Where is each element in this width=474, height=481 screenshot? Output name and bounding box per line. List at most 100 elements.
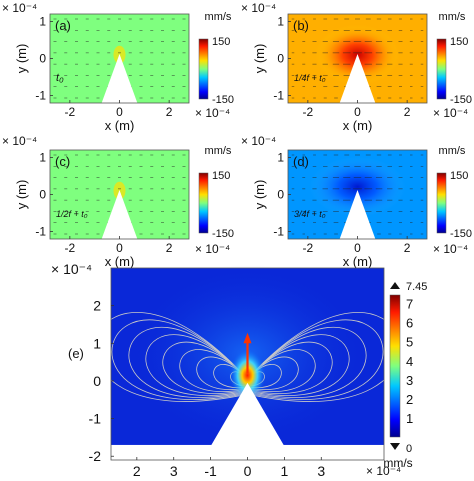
y-tick-label: 0 [39, 188, 46, 202]
colorbar-tick-label: 5 [406, 335, 413, 350]
x-axis-label: x (m) [343, 118, 373, 133]
y-exponent: × 10⁻⁴ [241, 1, 276, 15]
y-tick-label: 0 [93, 373, 101, 389]
y-tick-label: -1 [89, 411, 102, 427]
x-tick-label: 2 [166, 105, 173, 119]
streamline [247, 349, 316, 392]
colorbar-tick-label: -150 [450, 228, 472, 240]
x-tick-label: 0 [244, 463, 252, 479]
colorbar-tick-label: 150 [212, 170, 230, 182]
colorbar [389, 294, 401, 438]
colorbar-unit: mm/s [383, 456, 412, 470]
colorbar-min-label: 0 [406, 443, 412, 455]
x-axis-label: x (m) [105, 118, 135, 133]
colorbar-tick-label: 4 [406, 354, 413, 369]
time-label: 3/4f + t₀ [294, 209, 326, 219]
x-exponent: × 10⁻⁴ [433, 242, 468, 256]
hot-spot [229, 349, 266, 402]
x-tick-label: 0 [354, 241, 361, 255]
x-exponent: × 10⁻⁴ [433, 106, 468, 120]
y-axis-label: y (m) [14, 44, 29, 74]
panel-c: -2 0 2 1 0 -1 x (m) y (m) × 10⁻⁴ × 10⁻⁴ (c) 1/2f + … [2, 134, 234, 269]
colorbar-unit: mm/s [439, 11, 466, 23]
x-tick-label: 3 [317, 463, 325, 479]
colorbar-unit: mm/s [205, 145, 232, 157]
colorbar-unit: mm/s [205, 11, 232, 23]
time-label: 1/4f + t₀ [294, 73, 326, 83]
streamline [179, 349, 248, 392]
time-label: 1/2f + t₀ [56, 209, 88, 219]
y-exponent: × 10⁻⁴ [2, 1, 37, 15]
tip-shape [339, 54, 376, 103]
streamline [111, 312, 248, 402]
jet-arrowhead [243, 332, 252, 344]
x-exponent: × 10⁻⁴ [366, 464, 401, 478]
x-axis-label: x (m) [343, 254, 373, 269]
colorbar-tick-label: 150 [450, 170, 468, 182]
y-tick-label: -1 [35, 89, 46, 103]
y-tick-label: 1 [277, 150, 284, 164]
tip-shape [101, 54, 138, 103]
streamline [247, 312, 384, 402]
y-tick-label: 0 [277, 52, 284, 66]
colorbar-tick-label: 150 [450, 36, 468, 48]
x-tick-label: -2 [303, 105, 314, 119]
min-triangle [390, 443, 400, 450]
y-exponent: × 10⁻⁴ [241, 134, 276, 148]
colorbar-tick-label: 1 [406, 411, 413, 426]
colorbar-tick-label: 3 [406, 373, 413, 388]
x-tick-label: -2 [303, 241, 314, 255]
y-tick-label: 0 [39, 52, 46, 66]
panel-d: -2 0 2 1 0 -1 x (m) y (m) × 10⁻⁴ × 10⁻⁴ (d) 3/4f + … [241, 134, 472, 269]
tip-shape [339, 190, 376, 239]
colorbar-tick-label: 150 [212, 36, 230, 48]
x-tick-label: -2 [65, 241, 76, 255]
streamline [196, 356, 248, 390]
y-tick-label: -1 [273, 225, 284, 239]
streamline [247, 341, 333, 394]
y-exponent: × 10⁻⁴ [2, 134, 37, 148]
y-axis-label: y (m) [252, 44, 267, 74]
colorbar-tick-label: 6 [406, 316, 413, 331]
y-axis-label: y (m) [14, 180, 29, 210]
substrate [111, 444, 384, 460]
panel-label: (b) [293, 18, 309, 33]
y-exponent: × 10⁻⁴ [51, 261, 92, 277]
y-tick-label: -2 [89, 448, 102, 464]
y-axis-label: y (m) [252, 180, 267, 210]
y-tick-label: 0 [277, 188, 284, 202]
y-tick-label: -1 [35, 225, 46, 239]
x-tick-label: 0 [116, 241, 123, 255]
panel-e: 2 1 0 -1 -2 2 3 -1 0 1 3 × 10⁻⁴ × 10⁻⁴ (e) 7.45 0 7 6 5 4 3 2… [51, 261, 427, 479]
colorbar-tick-label: -150 [450, 94, 472, 106]
colorbar-tick-label: 7 [406, 297, 413, 312]
colorbar [436, 38, 447, 100]
panel-label: (a) [55, 18, 71, 33]
panel-label: (c) [55, 154, 70, 169]
colorbar-unit: mm/s [439, 145, 466, 157]
panel-b: -2 0 2 1 0 -1 x (m) y (m) × 10⁻⁴ × 10⁻⁴ (b) 1/4f + … [241, 1, 472, 133]
streamline [247, 356, 299, 390]
time-label: t₀ [56, 72, 64, 84]
y-tick-label: 1 [277, 14, 284, 28]
x-tick-label: 2 [133, 463, 141, 479]
y-tick-label: 1 [93, 335, 101, 351]
x-tick-label: 3 [170, 463, 178, 479]
panel-label: (e) [68, 346, 84, 361]
x-tick-label: 2 [166, 241, 173, 255]
y-tick-label: 1 [39, 150, 46, 164]
x-tick-label: 1 [280, 463, 288, 479]
y-tick-label: 2 [93, 298, 101, 314]
x-exponent: × 10⁻⁴ [195, 106, 230, 120]
max-triangle [390, 282, 400, 289]
cold-spot [309, 156, 406, 217]
x-tick-label: -1 [204, 463, 217, 479]
colorbar-max-label: 7.45 [406, 281, 427, 293]
colorbar [198, 172, 209, 234]
colorbar [198, 38, 209, 100]
y-tick-label: 1 [39, 14, 46, 28]
x-tick-label: 2 [404, 105, 411, 119]
panel-label: (d) [293, 154, 309, 169]
colorbar-tick-label: -150 [212, 228, 234, 240]
tip-shape [101, 190, 138, 239]
